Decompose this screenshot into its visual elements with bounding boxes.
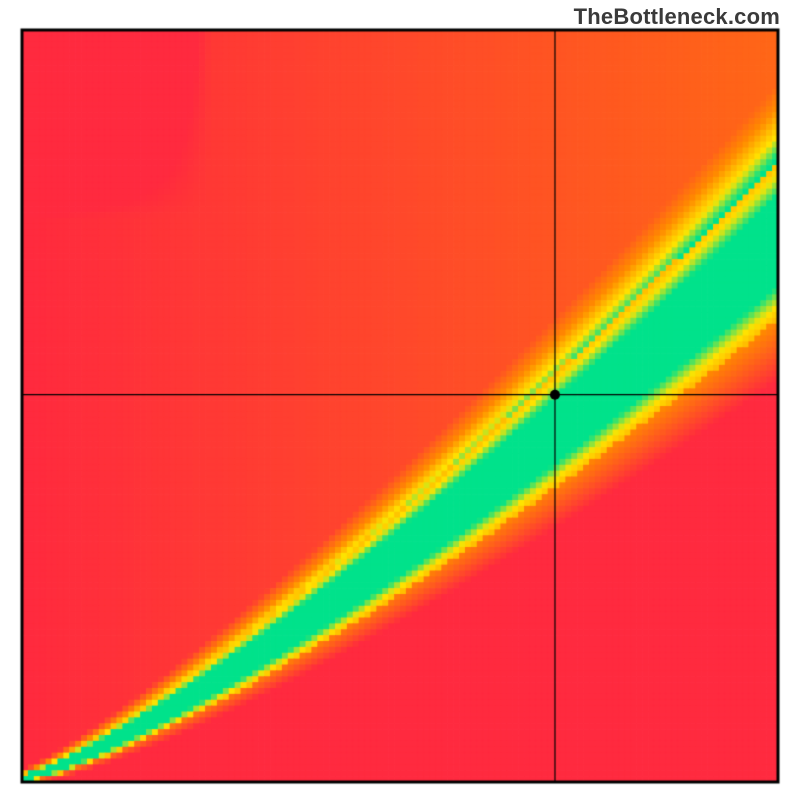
bottleneck-heatmap — [0, 0, 800, 800]
watermark-text: TheBottleneck.com — [574, 4, 780, 30]
chart-container: TheBottleneck.com — [0, 0, 800, 800]
